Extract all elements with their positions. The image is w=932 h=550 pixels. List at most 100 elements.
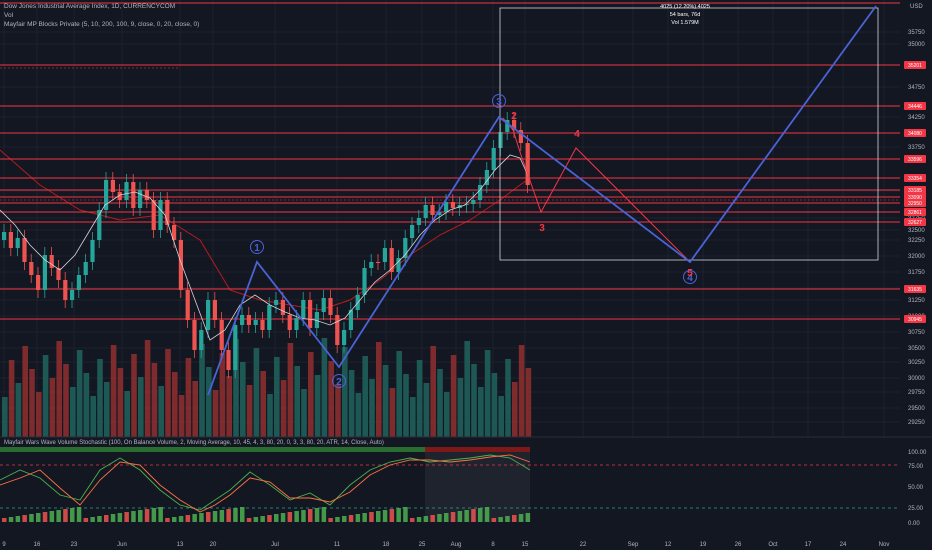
measure-tool-label[interactable]: 4025 (12.20%) 4025 54 bars, 76d Vol 1.57… [650, 3, 720, 27]
oscillator-legend[interactable]: Mayfair Wars Wave Volume Stochastic (100… [4, 440, 384, 446]
histogram-bar [525, 513, 531, 522]
histogram-bar [240, 507, 245, 522]
histogram-bar [491, 518, 497, 522]
price-tag-text: 30945 [908, 317, 922, 323]
volume-bar [253, 348, 260, 437]
wave-label-red-4[interactable]: 4 [574, 129, 580, 140]
histogram-bar [389, 509, 395, 522]
volume-bar [403, 374, 409, 437]
histogram-bar [151, 508, 157, 522]
candle-body [253, 320, 258, 325]
histogram-bar [437, 514, 442, 522]
histogram-bar [253, 517, 259, 522]
histogram-bar [206, 512, 211, 522]
oscillator-scale-label: 25.00 [908, 506, 924, 512]
candle-body [308, 300, 313, 328]
wave-marker-blue-4[interactable]: 4 [683, 270, 697, 285]
svg-text:4: 4 [687, 273, 693, 284]
wave-marker-blue-1[interactable]: 1 [250, 240, 264, 255]
candle-body [389, 248, 394, 272]
volume-bar [437, 369, 443, 437]
volume-bar [240, 362, 246, 437]
candle-body [301, 300, 306, 318]
time-label: 22 [580, 542, 587, 548]
histogram-bar [396, 508, 401, 522]
time-label: 11 [334, 542, 341, 548]
volume-bar [430, 346, 436, 437]
price-tag [904, 174, 926, 182]
time-label: Oct [768, 542, 778, 548]
histogram-bar [165, 518, 170, 522]
volume-bar [369, 379, 375, 437]
histogram-bar [117, 513, 123, 522]
price-label: 29500 [908, 406, 925, 412]
volume-bar [36, 392, 42, 437]
candle-body [314, 312, 319, 328]
candle-body [124, 182, 129, 200]
candle-body [8, 232, 13, 248]
volume-bar [83, 373, 90, 437]
volume-bar [376, 342, 382, 437]
date-range-box[interactable] [499, 7, 879, 261]
volume-bar [117, 368, 124, 437]
histogram-bar [287, 512, 293, 522]
volume-bar [172, 372, 178, 437]
candle-body [15, 238, 20, 248]
candle-body [396, 258, 401, 272]
histogram-bar [76, 507, 82, 522]
candle-body [437, 212, 442, 215]
price-tag [904, 102, 926, 110]
candle-body [178, 240, 183, 290]
volume-bar [206, 367, 212, 437]
price-scale[interactable] [900, 0, 932, 540]
volume-bar [158, 386, 164, 437]
time-label: 25 [419, 542, 426, 548]
candle-body [104, 180, 109, 210]
wave-marker-blue-2[interactable]: 2 [332, 374, 346, 389]
wave-label-red-3[interactable]: 3 [539, 223, 545, 234]
histogram-bar [416, 517, 422, 522]
volume-bar [63, 364, 69, 437]
histogram-bar [512, 515, 517, 522]
price-tag-text: 32950 [908, 201, 922, 207]
wave-marker-blue-3[interactable]: 3 [492, 94, 506, 109]
price-tag-text: 34080 [908, 131, 922, 137]
candle-body [410, 225, 415, 238]
volume-bar [192, 381, 198, 437]
candle-body [369, 262, 374, 268]
histogram-bar [321, 507, 327, 522]
volume-bar [518, 345, 525, 437]
histogram-bar [328, 518, 333, 522]
oscillator-red-line [0, 454, 531, 513]
symbol-title[interactable]: Dow Jones Industrial Average Index, 1D, … [4, 3, 176, 10]
histogram-bar [138, 510, 143, 522]
histogram-bar [274, 514, 279, 522]
price-label: 30750 [908, 330, 925, 336]
time-axis[interactable] [0, 537, 932, 550]
histogram-bar [362, 513, 367, 522]
candle-body [144, 190, 149, 200]
histogram-bar [29, 514, 34, 522]
volume-bar [151, 363, 158, 437]
candle-body [260, 320, 265, 330]
histogram-bar [457, 511, 463, 522]
indicator-legend[interactable]: Mayfair MP Blocks Private (5, 10, 200, 1… [4, 21, 200, 28]
candle-body [97, 210, 102, 240]
price-label: 33750 [908, 145, 925, 151]
price-label: 31250 [908, 298, 925, 304]
volume-legend[interactable]: Vol [4, 12, 14, 19]
volume-bar [219, 353, 226, 437]
histogram-bar [403, 507, 408, 522]
blue-wave-projection [207, 5, 877, 396]
volume-bar [457, 378, 464, 437]
currency-label: USD [910, 4, 923, 10]
candle-body [430, 205, 435, 215]
histogram-bar [484, 507, 490, 522]
price-tag-text: 31635 [908, 287, 922, 293]
volume-bar [294, 366, 300, 437]
wave-label-red-5[interactable]: 5 [687, 268, 693, 279]
wave-label-red-2[interactable]: 2 [511, 111, 517, 122]
candle-body [138, 190, 143, 208]
volume-bars [2, 338, 532, 437]
